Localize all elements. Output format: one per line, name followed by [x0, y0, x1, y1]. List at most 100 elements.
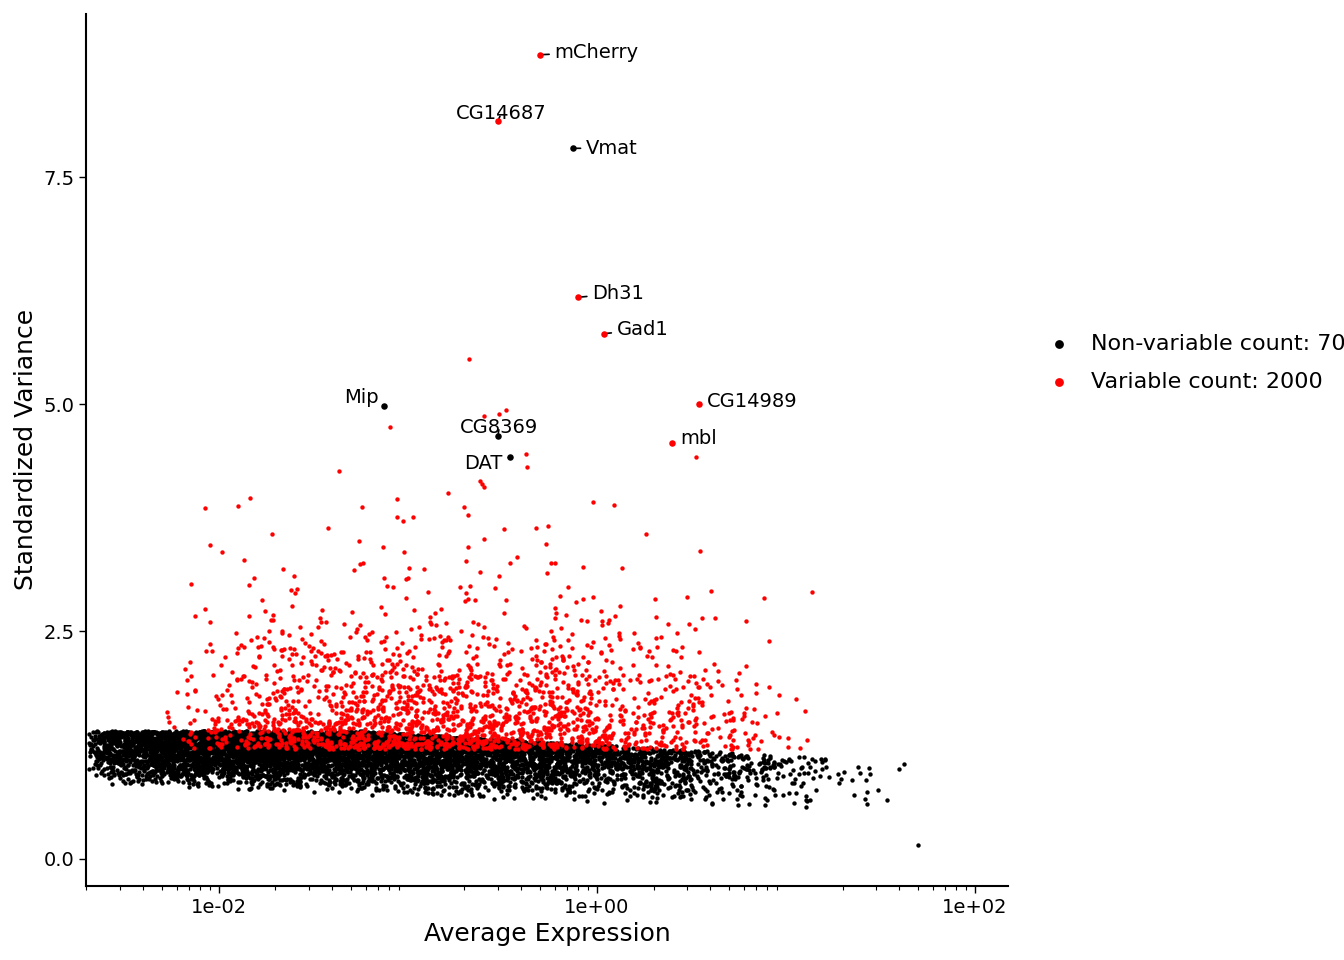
Non-variable count: 7049: (0.154, 1.15): 7049: (0.154, 1.15) — [431, 746, 453, 761]
Non-variable count: 7049: (2.76, 0.784): 7049: (2.76, 0.784) — [669, 780, 691, 795]
Variable count: 2000: (0.063, 1.62): 2000: (0.063, 1.62) — [359, 704, 380, 719]
Non-variable count: 7049: (0.0255, 1.38): 7049: (0.0255, 1.38) — [285, 726, 306, 741]
Non-variable count: 7049: (0.162, 0.98): 7049: (0.162, 0.98) — [437, 762, 458, 778]
Non-variable count: 7049: (0.0098, 1.07): 7049: (0.0098, 1.07) — [206, 754, 227, 769]
Variable count: 2000: (0.201, 2.84): 2000: (0.201, 2.84) — [454, 593, 476, 609]
Non-variable count: 7049: (0.124, 0.735): 7049: (0.124, 0.735) — [415, 784, 437, 800]
Non-variable count: 7049: (2.36, 1.16): 7049: (2.36, 1.16) — [656, 746, 677, 761]
Non-variable count: 7049: (0.00477, 1.02): 7049: (0.00477, 1.02) — [146, 758, 168, 774]
Variable count: 2000: (0.229, 1.62): 2000: (0.229, 1.62) — [465, 704, 487, 719]
Variable count: 2000: (0.135, 1.53): 2000: (0.135, 1.53) — [422, 712, 444, 728]
Non-variable count: 7049: (0.204, 1.13): 7049: (0.204, 1.13) — [456, 748, 477, 763]
Non-variable count: 7049: (0.397, 1.22): 7049: (0.397, 1.22) — [509, 740, 531, 756]
Variable count: 2000: (0.249, 1.3): 2000: (0.249, 1.3) — [472, 733, 493, 749]
Non-variable count: 7049: (0.0769, 1.36): 7049: (0.0769, 1.36) — [375, 728, 396, 743]
Non-variable count: 7049: (1.74, 0.884): 7049: (1.74, 0.884) — [632, 771, 653, 786]
Non-variable count: 7049: (0.112, 1.29): 7049: (0.112, 1.29) — [406, 733, 427, 749]
Non-variable count: 7049: (0.01, 1.37): 7049: (0.01, 1.37) — [208, 726, 230, 741]
Non-variable count: 7049: (0.0211, 1.13): 7049: (0.0211, 1.13) — [269, 749, 290, 764]
Non-variable count: 7049: (0.0207, 1.08): 7049: (0.0207, 1.08) — [267, 753, 289, 768]
Non-variable count: 7049: (0.101, 0.876): 7049: (0.101, 0.876) — [398, 771, 419, 786]
Non-variable count: 7049: (0.00559, 1.01): 7049: (0.00559, 1.01) — [160, 758, 181, 774]
Non-variable count: 7049: (0.0054, 1.02): 7049: (0.0054, 1.02) — [157, 758, 179, 774]
Non-variable count: 7049: (0.0629, 1.27): 7049: (0.0629, 1.27) — [359, 735, 380, 751]
Non-variable count: 7049: (0.0217, 1.25): 7049: (0.0217, 1.25) — [271, 737, 293, 753]
Variable count: 2000: (0.279, 2.03): 2000: (0.279, 2.03) — [481, 666, 503, 682]
Non-variable count: 7049: (0.152, 1.07): 7049: (0.152, 1.07) — [431, 754, 453, 769]
Non-variable count: 7049: (0.0592, 1.29): 7049: (0.0592, 1.29) — [353, 733, 375, 749]
Non-variable count: 7049: (0.0143, 1.3): 7049: (0.0143, 1.3) — [237, 733, 258, 749]
Variable count: 2000: (0.0154, 1.23): 2000: (0.0154, 1.23) — [243, 739, 265, 755]
Variable count: 2000: (0.481, 1.31): 2000: (0.481, 1.31) — [526, 732, 547, 747]
Non-variable count: 7049: (2.59, 1.1): 7049: (2.59, 1.1) — [664, 751, 685, 766]
Variable count: 2000: (0.214, 3): 2000: (0.214, 3) — [460, 578, 481, 593]
Variable count: 2000: (0.184, 1.83): 2000: (0.184, 1.83) — [446, 685, 468, 701]
Non-variable count: 7049: (0.00545, 1.38): 7049: (0.00545, 1.38) — [159, 726, 180, 741]
Non-variable count: 7049: (0.042, 1.24): 7049: (0.042, 1.24) — [325, 738, 347, 754]
Non-variable count: 7049: (0.00356, 1.14): 7049: (0.00356, 1.14) — [122, 748, 144, 763]
Variable count: 2000: (0.899, 1.92): 2000: (0.899, 1.92) — [577, 676, 598, 691]
Non-variable count: 7049: (0.00829, 1.28): 7049: (0.00829, 1.28) — [192, 734, 214, 750]
Non-variable count: 7049: (0.0114, 0.998): 7049: (0.0114, 0.998) — [219, 760, 241, 776]
Non-variable count: 7049: (0.15, 1.35): 7049: (0.15, 1.35) — [430, 729, 452, 744]
Non-variable count: 7049: (0.00775, 1.37): 7049: (0.00775, 1.37) — [187, 727, 208, 742]
Non-variable count: 7049: (0.811, 1.22): 7049: (0.811, 1.22) — [569, 740, 590, 756]
Variable count: 2000: (0.0972, 1.22): 2000: (0.0972, 1.22) — [395, 740, 417, 756]
Non-variable count: 7049: (5.58, 1.11): 7049: (5.58, 1.11) — [727, 750, 749, 765]
Non-variable count: 7049: (0.579, 1.21): 7049: (0.579, 1.21) — [542, 741, 563, 756]
Variable count: 2000: (0.113, 1.84): 2000: (0.113, 1.84) — [407, 684, 429, 699]
Non-variable count: 7049: (2.97, 0.978): 7049: (2.97, 0.978) — [675, 762, 696, 778]
Variable count: 2000: (1.21, 1.87): 2000: (1.21, 1.87) — [602, 681, 624, 696]
Non-variable count: 7049: (1.93, 0.949): 7049: (1.93, 0.949) — [640, 765, 661, 780]
Variable count: 2000: (0.119, 1.55): 2000: (0.119, 1.55) — [411, 710, 433, 726]
Non-variable count: 7049: (0.093, 1.2): 7049: (0.093, 1.2) — [391, 742, 413, 757]
Variable count: 2000: (1.93, 1.56): 2000: (1.93, 1.56) — [640, 709, 661, 725]
Non-variable count: 7049: (0.132, 1.25): 7049: (0.132, 1.25) — [419, 737, 441, 753]
Non-variable count: 7049: (0.00291, 1.11): 7049: (0.00291, 1.11) — [106, 751, 128, 766]
Non-variable count: 7049: (0.00418, 1.25): 7049: (0.00418, 1.25) — [136, 737, 157, 753]
Non-variable count: 7049: (0.179, 1.11): 7049: (0.179, 1.11) — [445, 750, 466, 765]
Variable count: 2000: (0.304, 1.68): 2000: (0.304, 1.68) — [488, 699, 509, 714]
Non-variable count: 7049: (0.0248, 0.972): 7049: (0.0248, 0.972) — [282, 762, 304, 778]
Non-variable count: 7049: (0.312, 0.908): 7049: (0.312, 0.908) — [491, 768, 512, 783]
Non-variable count: 7049: (0.414, 1.18): 7049: (0.414, 1.18) — [513, 743, 535, 758]
Non-variable count: 7049: (0.04, 0.907): 7049: (0.04, 0.907) — [321, 768, 343, 783]
Non-variable count: 7049: (0.182, 0.902): 7049: (0.182, 0.902) — [446, 769, 468, 784]
Non-variable count: 7049: (0.00999, 1.26): 7049: (0.00999, 1.26) — [208, 736, 230, 752]
Non-variable count: 7049: (1.12, 0.876): 7049: (1.12, 0.876) — [595, 771, 617, 786]
Non-variable count: 7049: (0.0151, 1.09): 7049: (0.0151, 1.09) — [242, 752, 263, 767]
Non-variable count: 7049: (0.123, 1.07): 7049: (0.123, 1.07) — [414, 754, 435, 769]
Non-variable count: 7049: (0.00762, 1.39): 7049: (0.00762, 1.39) — [185, 725, 207, 740]
Non-variable count: 7049: (0.31, 0.838): 7049: (0.31, 0.838) — [489, 775, 511, 790]
Non-variable count: 7049: (0.509, 0.692): 7049: (0.509, 0.692) — [531, 788, 552, 804]
Non-variable count: 7049: (0.00971, 1.06): 7049: (0.00971, 1.06) — [206, 755, 227, 770]
Non-variable count: 7049: (0.177, 0.855): 7049: (0.177, 0.855) — [444, 773, 465, 788]
Non-variable count: 7049: (0.0705, 1.16): 7049: (0.0705, 1.16) — [368, 746, 390, 761]
Variable count: 2000: (0.196, 1.52): 2000: (0.196, 1.52) — [452, 713, 473, 729]
Variable count: 2000: (0.207, 1.46): 2000: (0.207, 1.46) — [457, 718, 478, 733]
Non-variable count: 7049: (0.0422, 1.06): 7049: (0.0422, 1.06) — [327, 755, 348, 770]
Non-variable count: 7049: (0.0134, 1.38): 7049: (0.0134, 1.38) — [231, 726, 253, 741]
Variable count: 2000: (2.61, 1.34): 2000: (2.61, 1.34) — [665, 729, 687, 744]
Non-variable count: 7049: (0.128, 0.988): 7049: (0.128, 0.988) — [417, 761, 438, 777]
Non-variable count: 7049: (0.972, 0.721): 7049: (0.972, 0.721) — [583, 785, 605, 801]
Non-variable count: 7049: (0.0106, 0.941): 7049: (0.0106, 0.941) — [212, 765, 234, 780]
Non-variable count: 7049: (0.144, 1.33): 7049: (0.144, 1.33) — [427, 730, 449, 745]
Variable count: 2000: (0.0122, 1.66): 2000: (0.0122, 1.66) — [224, 701, 246, 716]
Variable count: 2000: (0.705, 1.41): 2000: (0.705, 1.41) — [558, 723, 579, 738]
Variable count: 2000: (0.0902, 2.24): 2000: (0.0902, 2.24) — [388, 648, 410, 663]
Variable count: 2000: (0.105, 1.39): 2000: (0.105, 1.39) — [401, 725, 422, 740]
Non-variable count: 7049: (0.00549, 1.28): 7049: (0.00549, 1.28) — [159, 734, 180, 750]
Non-variable count: 7049: (0.0124, 1.29): 7049: (0.0124, 1.29) — [226, 733, 247, 749]
Variable count: 2000: (0.0758, 1.74): 2000: (0.0758, 1.74) — [374, 692, 395, 708]
Variable count: 2000: (0.0831, 1.42): 2000: (0.0831, 1.42) — [382, 722, 403, 737]
Non-variable count: 7049: (0.658, 1.16): 7049: (0.658, 1.16) — [551, 746, 573, 761]
Non-variable count: 7049: (0.142, 1.01): 7049: (0.142, 1.01) — [426, 759, 448, 775]
Variable count: 2000: (0.0291, 1.3): 2000: (0.0291, 1.3) — [296, 733, 317, 749]
Non-variable count: 7049: (8.28, 1.13): 7049: (8.28, 1.13) — [759, 749, 781, 764]
Non-variable count: 7049: (1.2, 1.11): 7049: (1.2, 1.11) — [601, 751, 622, 766]
Non-variable count: 7049: (0.00546, 1.12): 7049: (0.00546, 1.12) — [159, 750, 180, 765]
Non-variable count: 7049: (0.057, 1.37): 7049: (0.057, 1.37) — [351, 727, 372, 742]
Non-variable count: 7049: (0.294, 1): 7049: (0.294, 1) — [485, 759, 507, 775]
Variable count: 2000: (0.0177, 1.63): 2000: (0.0177, 1.63) — [254, 703, 276, 718]
